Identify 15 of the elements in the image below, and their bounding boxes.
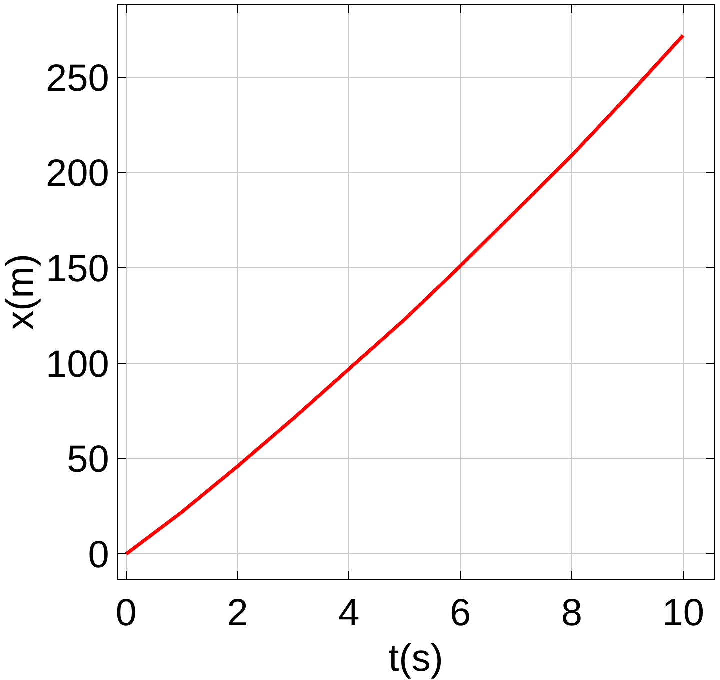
x-tick-label: 0 [116,592,137,635]
line-series [124,34,686,556]
x-tick-label: 10 [662,592,704,635]
y-tick-label: 150 [46,248,110,290]
x-tick-label: 6 [450,592,472,635]
x-axis-title: t(s) [388,638,444,680]
x-tick-label: 4 [338,592,360,635]
y-axis-title: x(m) [0,254,42,330]
y-tick-label: 50 [67,439,110,482]
y-tick-label: 100 [46,344,110,386]
x-tick-label: 2 [227,592,248,635]
x-tick-label: 8 [561,592,583,635]
y-tick-label: 200 [46,153,110,196]
y-tick-label: 250 [46,58,110,100]
y-tick-label: 0 [88,534,110,577]
